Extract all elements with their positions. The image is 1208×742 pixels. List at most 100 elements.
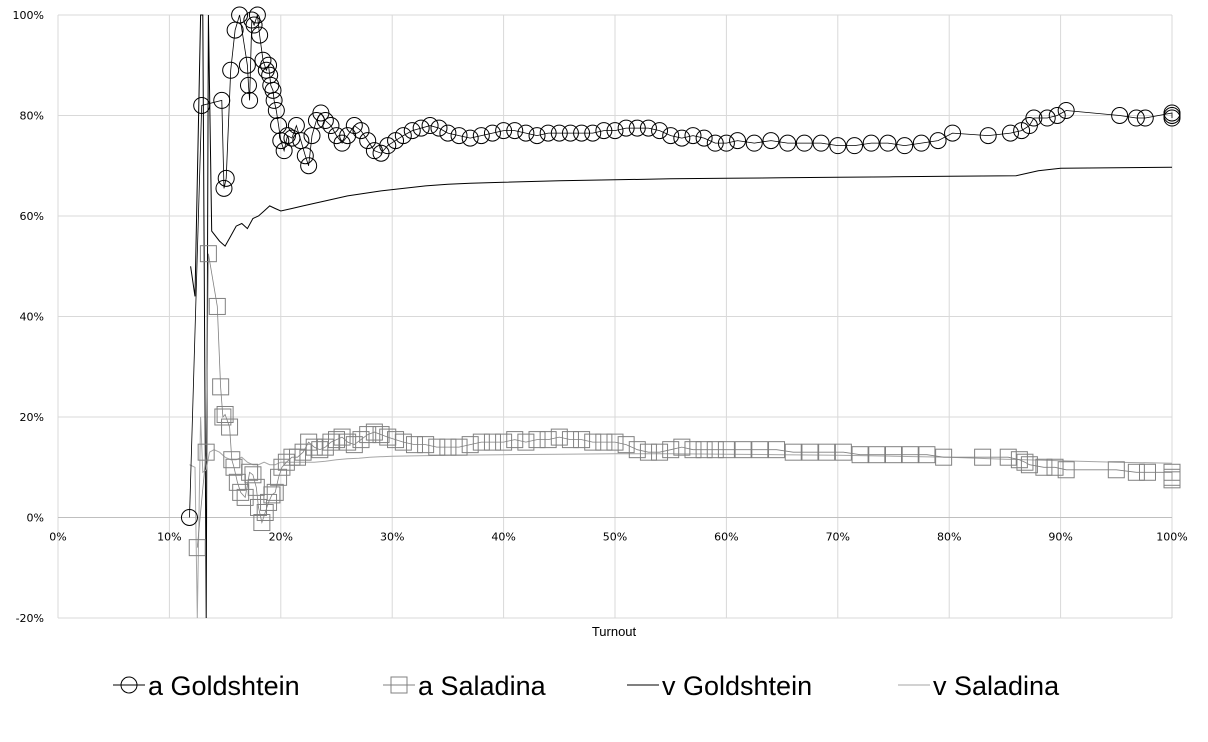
- data-point-circle: [193, 96, 211, 114]
- legend-label: a Saladina: [418, 671, 547, 701]
- data-point-circle: [241, 91, 259, 109]
- data-point-square: [1046, 458, 1064, 476]
- data-point-circle: [929, 132, 947, 150]
- data-point-circle: [561, 124, 579, 142]
- data-point-square: [517, 433, 535, 451]
- legend-circle-marker: [120, 676, 138, 694]
- data-point-circle: [1048, 107, 1066, 124]
- x-axis-title: Turnout: [592, 624, 637, 639]
- data-point-square: [751, 441, 769, 459]
- data-point-circle: [762, 132, 780, 150]
- data-point-square: [1163, 471, 1181, 489]
- data-point-square: [901, 446, 919, 464]
- data-point-square: [617, 436, 635, 454]
- data-point-circle: [779, 134, 797, 152]
- data-point-square: [628, 441, 646, 459]
- data-point-circle: [506, 122, 524, 140]
- data-point-circle: [584, 124, 602, 142]
- data-point-square: [197, 443, 215, 461]
- data-point-circle: [283, 129, 301, 147]
- data-point-square: [305, 438, 323, 456]
- data-point-square: [212, 378, 230, 396]
- data-point-square: [1016, 453, 1034, 471]
- data-point-circle: [430, 119, 448, 137]
- data-point-square: [428, 438, 446, 456]
- data-point-circle: [912, 134, 930, 152]
- data-point-square: [328, 431, 345, 449]
- data-point-circle: [339, 127, 357, 145]
- data-point-square: [253, 514, 271, 532]
- legend-label: v Goldshtein: [662, 671, 812, 701]
- data-point-square: [273, 458, 291, 476]
- data-point-circle: [862, 134, 880, 152]
- data-point-circle: [673, 129, 691, 147]
- y-tick-label: 20%: [20, 411, 44, 424]
- data-point-circle: [846, 137, 864, 155]
- y-tick-label: -20%: [16, 612, 44, 625]
- data-point-circle: [1127, 109, 1145, 127]
- data-point-circle: [606, 122, 624, 140]
- data-point-square: [662, 441, 680, 459]
- data-point-square: [461, 436, 479, 454]
- data-point-square: [472, 433, 490, 451]
- legend-item: a Goldshtein: [113, 671, 300, 701]
- data-point-square: [695, 441, 713, 459]
- data-point-square: [483, 433, 501, 451]
- data-point-square: [651, 443, 669, 461]
- data-point-square: [277, 453, 295, 471]
- data-point-circle: [495, 122, 513, 140]
- data-point-circle: [403, 122, 421, 140]
- data-point-circle: [245, 16, 263, 34]
- data-point-circle: [231, 6, 249, 24]
- data-point-square: [999, 448, 1017, 466]
- y-tick-label: 60%: [20, 210, 44, 223]
- data-point-square: [784, 443, 802, 461]
- series-a-goldshtein: [180, 6, 1181, 526]
- data-point-square: [918, 446, 936, 464]
- data-point-square: [834, 443, 852, 461]
- data-point-square: [818, 443, 836, 461]
- x-tick-label: 80%: [937, 531, 961, 544]
- data-point-circle: [316, 112, 334, 130]
- x-tick-label: 0%: [49, 531, 66, 544]
- legend-item: v Goldshtein: [627, 671, 812, 701]
- data-point-circle: [639, 119, 657, 137]
- data-point-square: [851, 446, 869, 464]
- data-point-circle: [217, 169, 235, 187]
- legend-item: a Saladina: [383, 671, 547, 701]
- data-point-circle: [595, 122, 613, 140]
- data-point-circle: [1136, 109, 1154, 127]
- data-point-square: [241, 463, 259, 481]
- data-point-circle: [239, 76, 257, 94]
- data-point-square: [673, 438, 691, 456]
- data-point-square: [1057, 461, 1075, 479]
- data-point-circle: [300, 157, 318, 175]
- data-point-square: [684, 441, 702, 459]
- data-point-circle: [278, 127, 296, 145]
- x-tick-label: 20%: [269, 531, 293, 544]
- data-point-circle: [539, 124, 557, 142]
- data-point-square: [561, 431, 579, 449]
- data-point-circle: [180, 509, 198, 526]
- data-point-square: [1035, 458, 1053, 476]
- data-point-circle: [213, 91, 231, 109]
- data-point-circle: [979, 127, 997, 145]
- series-layer: [180, 6, 1181, 619]
- data-point-circle: [450, 127, 468, 145]
- data-point-square: [1107, 461, 1125, 479]
- data-point-square: [221, 418, 239, 436]
- data-point-circle: [248, 6, 266, 24]
- data-point-square: [539, 431, 557, 449]
- data-point-square: [250, 498, 268, 516]
- data-point-circle: [260, 56, 278, 74]
- data-point-circle: [1057, 101, 1075, 119]
- x-tick-label: 70%: [826, 531, 850, 544]
- data-point-square: [573, 431, 591, 449]
- data-point-circle: [944, 124, 962, 142]
- data-point-square: [266, 483, 284, 501]
- data-point-circle: [528, 127, 546, 145]
- series-v-goldshtein: [190, 14, 1173, 619]
- data-point-square: [528, 431, 546, 449]
- legend-square-marker: [390, 676, 408, 694]
- data-point-square: [935, 448, 953, 466]
